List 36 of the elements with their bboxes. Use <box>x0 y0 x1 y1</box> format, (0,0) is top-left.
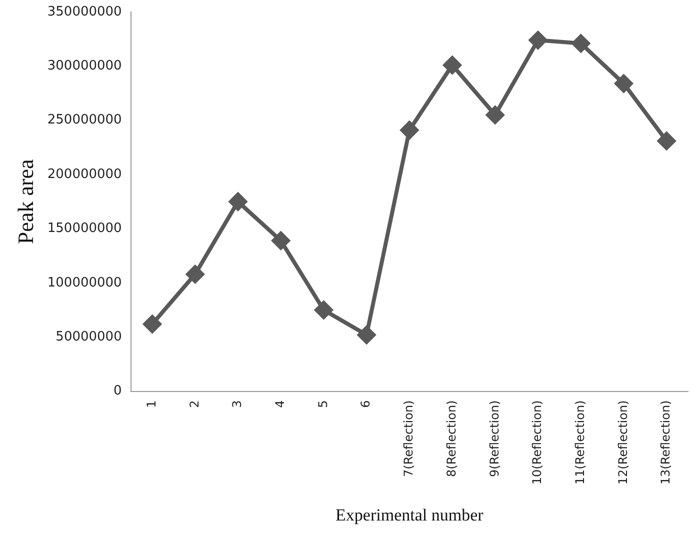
point <box>528 31 547 50</box>
x-tick-label: 10(Reflection) <box>530 400 544 485</box>
point <box>443 56 462 74</box>
x-tick-label: 9(Reflection) <box>487 400 502 477</box>
point <box>228 192 247 211</box>
point <box>314 300 333 319</box>
x-tick-label: 12(Reflection) <box>616 400 630 485</box>
point <box>272 232 290 250</box>
point <box>614 74 633 93</box>
y-tick-label: 50000000 <box>56 329 122 344</box>
x-tick-label: 11(Reflection) <box>572 400 587 485</box>
x-tick-label: 6 <box>358 400 373 408</box>
y-tick-label: 100000000 <box>47 275 122 290</box>
x-tick-label: 5 <box>316 400 330 408</box>
point <box>658 132 676 150</box>
y-tick-label: 200000000 <box>47 166 122 182</box>
y-tick-label: 150000000 <box>47 221 122 236</box>
x-tick-label: 8(Reflection) <box>444 400 458 477</box>
y-tick-label: 250000000 <box>47 112 122 128</box>
y-axis-title: Peak area <box>12 158 38 244</box>
point <box>400 121 418 140</box>
x-tick-label: 3 <box>230 400 244 408</box>
y-tick-label: 350000000 <box>47 4 122 20</box>
point <box>186 265 204 284</box>
point <box>143 315 162 334</box>
y-tick-label: 300000000 <box>47 58 122 74</box>
x-tick-label: 2 <box>187 400 202 408</box>
x-axis-title: Experimental number <box>336 505 484 524</box>
point <box>572 34 590 52</box>
x-tick-label: 4 <box>272 400 287 408</box>
point <box>358 326 376 344</box>
x-tick-label: 7(Reflection) <box>402 400 416 477</box>
point <box>486 106 504 124</box>
x-tick-label: 13(Reflection) <box>658 400 673 485</box>
y-tick-label: 0 <box>114 384 122 399</box>
x-tick-label: 1 <box>144 400 158 408</box>
